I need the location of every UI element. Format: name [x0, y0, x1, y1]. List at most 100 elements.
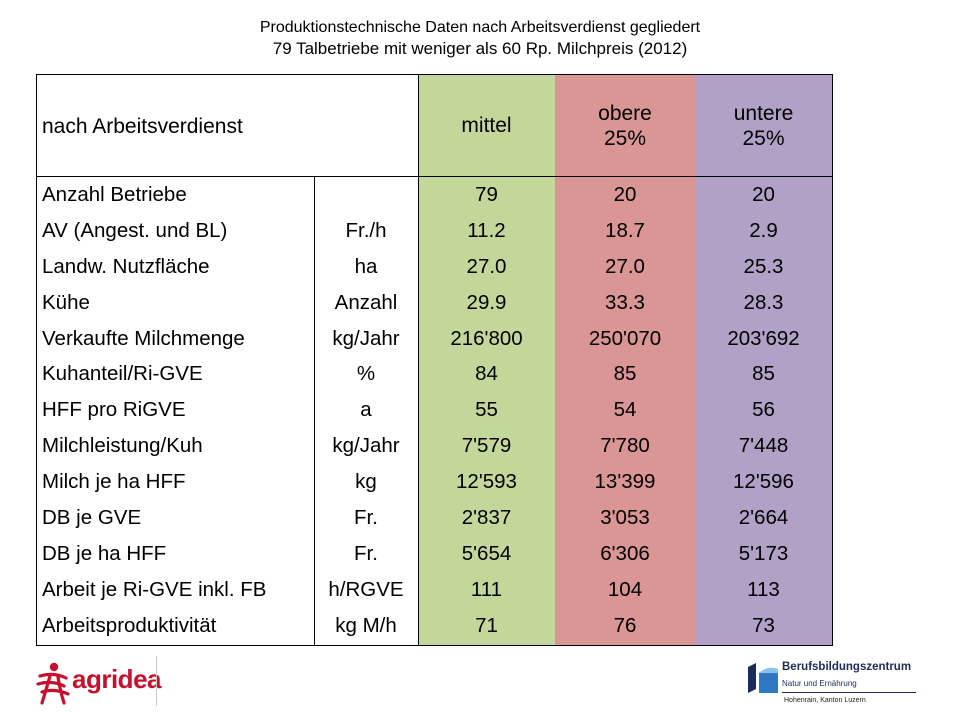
cell-unit: %	[356, 362, 376, 386]
table-row: Verkaufte Milchmenge kg/Jahr 216'800 250'07…	[37, 321, 832, 357]
cell-untere: 12'596	[733, 470, 794, 494]
cell-untere: 5'173	[738, 541, 789, 565]
cell-untere: 85	[752, 362, 775, 386]
cell-unit: Fr.	[354, 506, 378, 530]
cell-obere: 6'306	[600, 541, 650, 565]
agridea-logo: agridea	[34, 660, 164, 706]
header-label: nach Arbeitsverdienst	[42, 115, 243, 138]
table-row: Kühe Anzahl 29.9 33.3 28.3	[37, 285, 832, 321]
cell-mittel: 5'654	[461, 541, 512, 565]
cell-obere: 13'399	[594, 470, 656, 494]
cell-label: HFF pro RiGVE	[42, 398, 186, 422]
cell-mittel: 11.2	[467, 218, 506, 242]
table-row: DB je ha HFF Fr. 5'654 6'306 5'173	[37, 536, 832, 572]
footer-divider	[156, 656, 157, 706]
cell-unit: Fr./h	[345, 218, 387, 242]
cell-label: Kühe	[42, 290, 90, 314]
table-row: HFF pro RiGVE a 55 54 56	[37, 392, 832, 428]
bbz-name: Berufsbildungszentrum	[782, 661, 912, 673]
cell-untere: 28.3	[743, 290, 784, 314]
cell-label: Arbeitsproduktivität	[42, 613, 217, 637]
header-untere-line2: 25%	[742, 126, 785, 150]
header-untere-line1: untere	[733, 101, 794, 125]
agridea-wordmark: agridea	[72, 664, 162, 694]
cell-mittel: 216'800	[450, 326, 523, 350]
cell-untere: 113	[747, 577, 780, 601]
cell-mittel: 7'579	[461, 434, 512, 458]
table-row: Milchleistung/Kuh kg/Jahr 7'579 7'780 7'448	[37, 428, 832, 464]
cell-label: Landw. Nutzfläche	[42, 254, 210, 278]
bbz-rule	[782, 692, 916, 693]
table-body: Anzahl Betriebe 79 20 20 AV (Angest. und BL)…	[37, 177, 832, 644]
cell-obere: 76	[613, 613, 637, 637]
cell-obere: 27.0	[605, 254, 645, 278]
cell-obere: 104	[607, 577, 643, 601]
column-bg-obere	[555, 75, 695, 645]
cell-mittel: 27.0	[466, 254, 507, 278]
table-row: Landw. Nutzfläche ha 27.0 27.0 25.3	[37, 249, 832, 285]
bbz-emblem-icon	[746, 661, 780, 695]
cell-untere: 56	[752, 398, 775, 422]
cell-unit: kg/Jahr	[332, 326, 400, 350]
data-table: nach Arbeitsverdienst mittel obere 25% u…	[36, 74, 833, 646]
header-obere-line2: 25%	[603, 126, 647, 150]
cell-untere: 2.9	[749, 218, 778, 242]
cell-obere: 7'780	[600, 434, 650, 458]
cell-mittel: 84	[475, 362, 498, 386]
cell-label: AV (Angest. und BL)	[42, 218, 228, 242]
table-row: Milch je ha HFF kg 12'593 13'399 12'596	[37, 464, 832, 500]
cell-unit	[314, 177, 418, 213]
cell-obere: 33.3	[605, 290, 645, 314]
cell-mittel: 79	[475, 183, 498, 206]
cell-mittel: 12'593	[456, 470, 517, 494]
table-row: Arbeitsproduktivität kg M/h 71 76 73	[37, 608, 832, 644]
header-obere: obere 25%	[555, 75, 695, 176]
header-untere: untere 25%	[695, 75, 832, 176]
cell-mittel: 55	[475, 398, 498, 422]
cell-unit: Fr.	[354, 541, 378, 565]
cell-label: DB je ha HFF	[42, 541, 167, 565]
cell-obere: 250'070	[588, 326, 662, 350]
value-column-divider	[418, 75, 419, 645]
agridea-figure-icon	[36, 662, 70, 705]
cell-label: Kuhanteil/Ri-GVE	[42, 362, 203, 386]
title-line-1: Produktionstechnische Daten nach Arbeits…	[259, 19, 701, 36]
table-row: Anzahl Betriebe 79 20 20	[37, 177, 832, 213]
bbz-subtitle: Natur und Ernährung	[782, 679, 857, 688]
table-row: DB je GVE Fr. 2'837 3'053 2'664	[37, 500, 832, 536]
cell-obere: 20	[613, 183, 637, 206]
cell-label: DB je GVE	[42, 506, 142, 530]
cell-obere: 54	[613, 398, 637, 422]
cell-untere: 203'692	[727, 326, 800, 350]
cell-obere: 18.7	[605, 218, 645, 242]
cell-untere: 20	[752, 183, 775, 206]
cell-label: Verkaufte Milchmenge	[42, 326, 245, 350]
cell-obere: 3'053	[600, 506, 650, 530]
cell-mittel: 111	[470, 577, 503, 601]
cell-unit: kg	[355, 470, 377, 494]
cell-untere: 2'664	[738, 506, 789, 530]
header-obere-line1: obere	[598, 101, 652, 125]
column-bg-untere	[695, 75, 832, 645]
cell-unit: kg M/h	[335, 613, 397, 637]
cell-mittel: 2'837	[461, 506, 512, 530]
cell-mittel: 71	[475, 613, 498, 637]
cell-unit: kg/Jahr	[332, 434, 400, 458]
column-bg-mittel	[418, 75, 555, 645]
table-row: Kuhanteil/Ri-GVE% 84 85 85	[37, 356, 832, 392]
cell-mittel: 29.9	[466, 290, 507, 314]
table-row: Arbeit je Ri-GVE inkl. FB h/RGVE 111 104 113	[37, 572, 832, 608]
cell-unit: a	[360, 398, 372, 422]
header-divider	[37, 176, 832, 177]
cell-unit: h/RGVE	[328, 577, 404, 601]
unit-column-divider	[314, 176, 315, 645]
bbz-location: Hohenrain, Kanton Luzern	[784, 697, 866, 704]
title-line-2: 79 Talbetriebe mit weniger als 60 Rp. Mi…	[272, 39, 688, 58]
bbz-logo: Berufsbildungszentrum Natur und Ernährun…	[744, 659, 924, 711]
table-row: AV (Angest. und BL) Fr./h 11.2 18.7 2.9	[37, 213, 832, 249]
header-mittel: mittel	[418, 75, 555, 176]
cell-label: Anzahl Betriebe	[42, 183, 187, 206]
cell-label: Milchleistung/Kuh	[42, 434, 203, 458]
cell-label: Arbeit je Ri-GVE inkl. FB	[42, 577, 267, 601]
cell-untere: 73	[752, 613, 775, 637]
